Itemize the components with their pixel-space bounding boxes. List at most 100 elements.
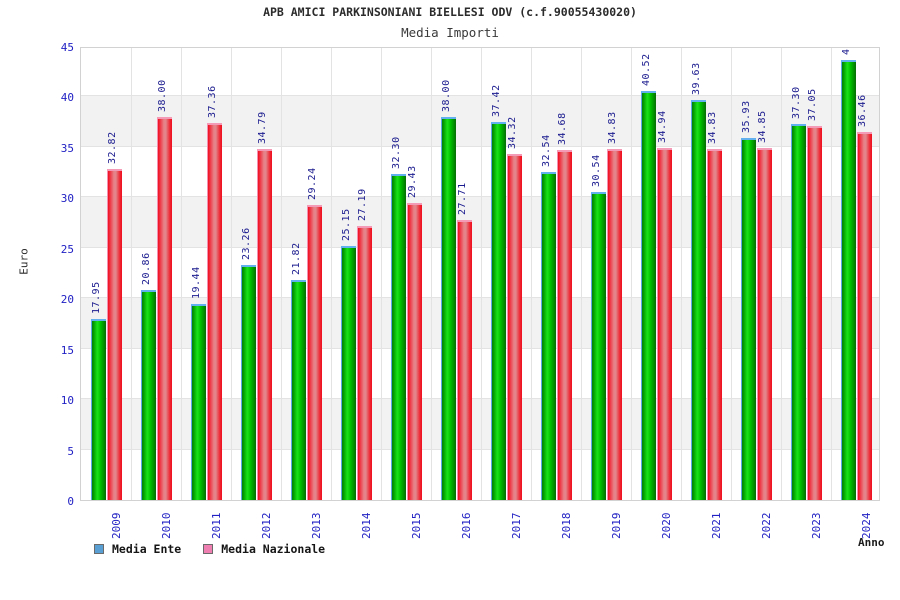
bar-media-ente[interactable] [290, 279, 306, 500]
bar-value-label: 21.82 [291, 242, 302, 275]
bar-value-label: 37.05 [807, 88, 818, 122]
gridline-vertical [531, 48, 532, 500]
bar-value-label: 32.30 [391, 136, 402, 170]
bar-media-nazionale[interactable] [206, 123, 222, 500]
x-axis-tick: 2018 [560, 512, 573, 540]
x-axis-tick: 2009 [110, 512, 123, 540]
bar-value-label: 34.85 [757, 110, 768, 144]
gridline-vertical [481, 48, 482, 500]
gridline-horizontal [81, 145, 879, 147]
x-axis-tick: 2020 [660, 512, 673, 540]
y-axis-tick: 25 [60, 242, 74, 256]
gridline-vertical [581, 48, 582, 500]
y-axis-tick: 40 [60, 91, 74, 105]
bar-value-label: 37.30 [791, 86, 802, 119]
bar-media-nazionale[interactable] [756, 148, 772, 500]
bar-value-label: 32.82 [107, 131, 118, 164]
bar-media-ente[interactable] [340, 246, 356, 500]
x-axis-tick: 2016 [460, 512, 473, 540]
bar-media-nazionale[interactable] [606, 148, 622, 500]
bar-value-label: 20.86 [141, 251, 152, 285]
gridline-horizontal [81, 196, 879, 198]
legend-item[interactable]: Media Nazionale [203, 542, 325, 556]
x-axis-tick: 2017 [510, 512, 523, 540]
legend-swatch-icon [94, 544, 104, 554]
bar-value-label: 34.32 [507, 116, 518, 149]
bar-value-label: 43.64 [841, 48, 852, 55]
gridline-horizontal [81, 246, 879, 248]
bar-media-ente[interactable] [190, 303, 206, 500]
bar-value-label: 37.42 [491, 84, 502, 118]
bar-media-ente[interactable] [440, 116, 456, 500]
bar-media-ente[interactable] [840, 59, 856, 500]
bar-media-ente[interactable] [140, 289, 156, 500]
bar-media-ente[interactable] [240, 265, 256, 500]
bar-value-label: 27.71 [457, 182, 468, 216]
bar-value-label: 19.44 [191, 266, 202, 299]
bar-media-ente[interactable] [740, 137, 756, 500]
bar-value-label: 34.83 [607, 111, 618, 144]
bar-value-label: 23.26 [241, 227, 252, 261]
bar-media-ente[interactable] [490, 122, 506, 500]
chart-legend: Media Ente Media Nazionale [94, 541, 347, 557]
x-axis-tick: 2015 [410, 512, 423, 540]
gridline-vertical [831, 48, 832, 500]
bar-value-label: 37.36 [207, 85, 218, 119]
bar-media-nazionale[interactable] [256, 149, 272, 500]
bar-media-nazionale[interactable] [306, 205, 322, 500]
gridline-vertical [131, 48, 132, 500]
x-axis-tick: 2012 [260, 512, 273, 540]
bar-media-ente[interactable] [790, 123, 806, 500]
bar-media-nazionale[interactable] [856, 132, 872, 500]
bar-media-nazionale[interactable] [406, 203, 422, 500]
bar-value-label: 34.79 [257, 111, 268, 145]
bar-value-label: 40.52 [641, 53, 652, 87]
gridline-vertical [231, 48, 232, 500]
bar-media-nazionale[interactable] [106, 168, 122, 500]
bar-media-nazionale[interactable] [356, 225, 372, 500]
bar-media-nazionale[interactable] [506, 153, 522, 500]
bar-value-label: 29.24 [307, 167, 318, 201]
bar-media-nazionale[interactable] [156, 116, 172, 500]
bar-value-label: 38.00 [157, 79, 168, 112]
gridline-vertical [181, 48, 182, 500]
bar-media-nazionale[interactable] [656, 147, 672, 500]
y-axis-tick: 45 [60, 41, 74, 54]
plot-area: 17.95 32.82 20.86 38.00 19.44 37.36 23.26 34.79… [80, 47, 880, 501]
bar-media-nazionale[interactable] [806, 126, 822, 500]
bar-value-label: 27.19 [357, 188, 368, 221]
y-axis-tick: 15 [60, 343, 74, 357]
x-axis-tick: 2023 [810, 512, 823, 540]
y-axis-tick: 30 [60, 192, 74, 206]
y-axis-ticks: 0 5 10 15 20 25 30 35 40 45 [10, 41, 74, 508]
x-axis-tick: 2010 [160, 512, 173, 540]
bar-media-ente[interactable] [540, 171, 556, 500]
x-axis-tick: 2011 [210, 512, 223, 540]
bar-value-label: 39.63 [691, 62, 702, 96]
legend-item[interactable]: Media Ente [94, 542, 181, 556]
bar-value-label: 34.83 [707, 111, 718, 144]
bar-media-nazionale[interactable] [456, 220, 472, 500]
bar-media-ente[interactable] [590, 191, 606, 500]
gridline-vertical [781, 48, 782, 500]
legend-label: Media Ente [112, 542, 182, 556]
bar-media-ente[interactable] [690, 100, 706, 500]
bar-media-nazionale[interactable] [706, 148, 722, 500]
gridline-horizontal [81, 347, 879, 349]
bar-media-ente[interactable] [390, 174, 406, 500]
gridline-vertical [381, 48, 382, 500]
bar-media-nazionale[interactable] [556, 150, 572, 500]
bar-media-ente[interactable] [640, 91, 656, 500]
gridline-vertical [331, 48, 332, 500]
bar-value-label: 32.54 [541, 134, 552, 167]
bar-value-label: 29.43 [407, 165, 418, 199]
gridline-horizontal [81, 297, 879, 299]
chart-subtitle: Media Importi [401, 25, 499, 40]
bar-value-label: 30.54 [591, 154, 602, 187]
bar-value-label: 25.15 [341, 208, 352, 242]
x-axis-label: Anno [858, 536, 885, 549]
gridline-vertical [681, 48, 682, 500]
bar-media-ente[interactable] [90, 318, 106, 500]
bar-value-label: 34.68 [557, 112, 568, 146]
